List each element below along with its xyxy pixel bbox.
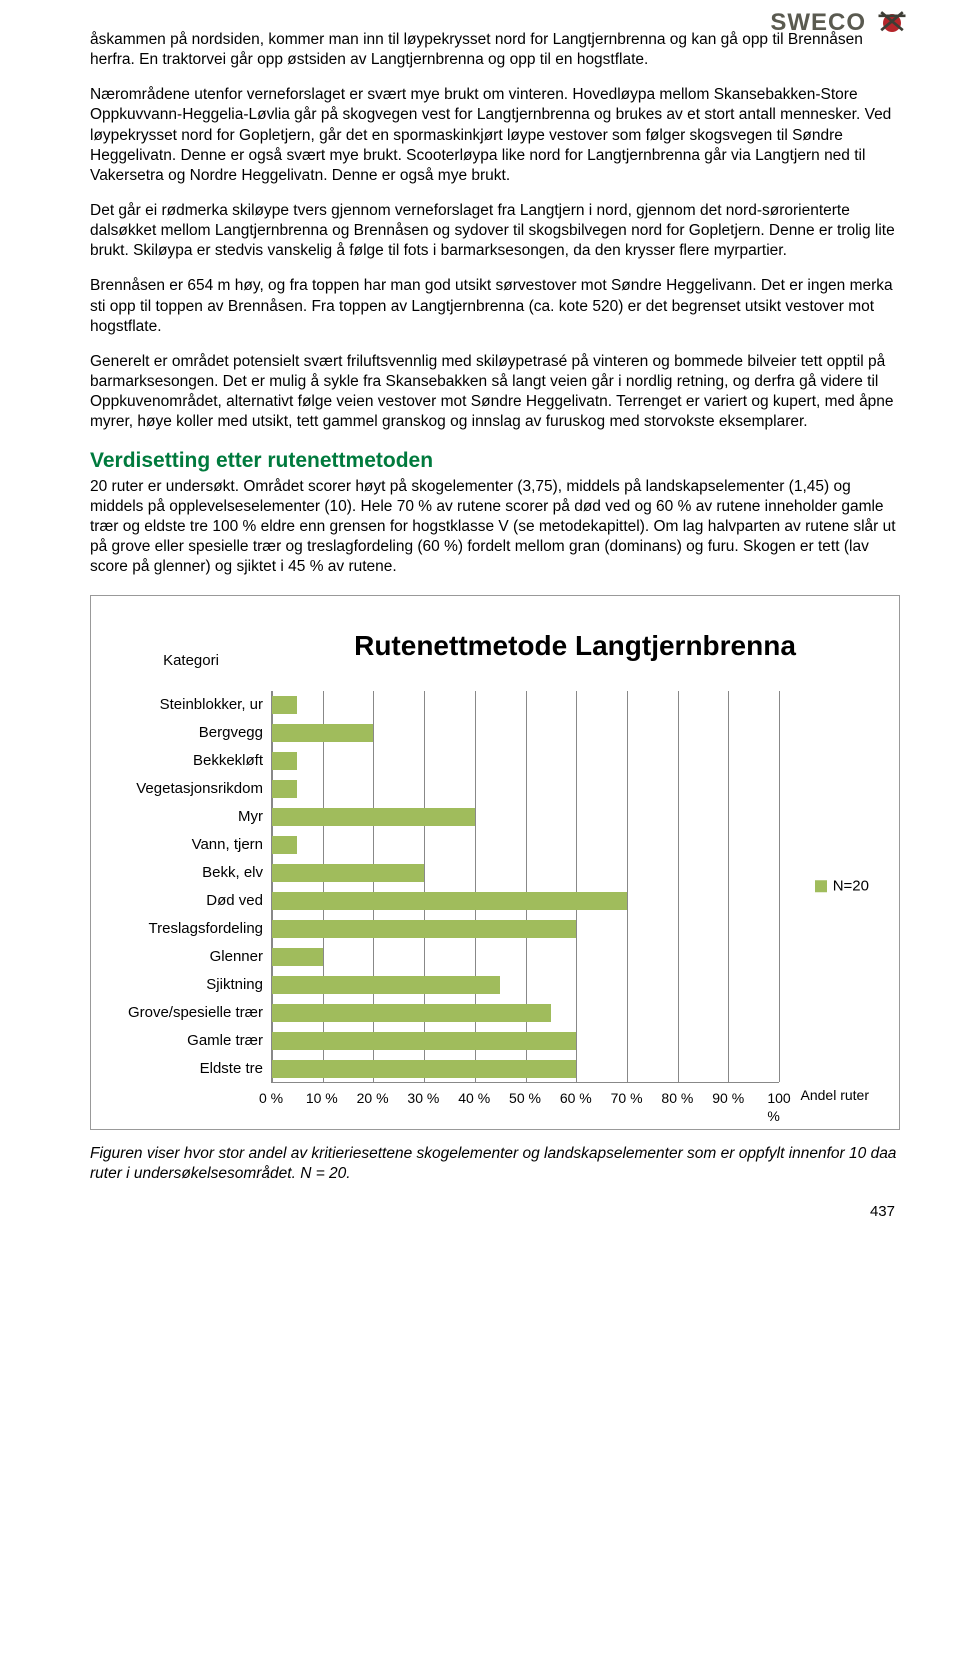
x-tick-label: 70 % (611, 1089, 643, 1107)
gridline (576, 691, 577, 1082)
chart-body: Steinblokker, urBergveggBekkekløftVegeta… (111, 691, 879, 1109)
chart-container: Kategori Rutenettmetode Langtjernbrenna … (90, 595, 900, 1130)
y-axis-title: Kategori (111, 611, 271, 671)
legend-text: N=20 (833, 877, 869, 897)
figure-caption: Figuren viser hvor stor andel av kritier… (90, 1144, 900, 1184)
data-bar (272, 752, 297, 770)
gridline (272, 691, 273, 1082)
x-tick-label: 50 % (509, 1089, 541, 1107)
data-bar (272, 836, 297, 854)
data-bar (272, 1060, 576, 1078)
logo-icon (874, 5, 910, 41)
category-label: Bekkekløft (111, 747, 263, 775)
gridline (323, 691, 324, 1082)
category-label: Bergvegg (111, 719, 263, 747)
x-tick-label: 20 % (357, 1089, 389, 1107)
x-tick-label: 100 % (767, 1089, 790, 1125)
data-bar (272, 724, 373, 742)
document-page: SWECO åskammen på nordsiden, kommer man … (0, 0, 960, 1242)
chart-header: Kategori Rutenettmetode Langtjernbrenna (111, 611, 879, 671)
category-label: Myr (111, 803, 263, 831)
gridline (678, 691, 679, 1082)
gridline (475, 691, 476, 1082)
gridline (373, 691, 374, 1082)
category-label: Eldste tre (111, 1055, 263, 1083)
category-label: Sjiktning (111, 971, 263, 999)
data-bar (272, 696, 297, 714)
legend-swatch (815, 880, 827, 892)
paragraph-2: Nærområdene utenfor verneforslaget er sv… (90, 85, 900, 186)
x-tick-label: 80 % (661, 1089, 693, 1107)
category-label: Bekk, elv (111, 859, 263, 887)
chart-title: Rutenettmetode Langtjernbrenna (271, 618, 879, 664)
category-label: Treslagsfordeling (111, 915, 263, 943)
category-label: Steinblokker, ur (111, 691, 263, 719)
section-title: Verdisetting etter rutenettmetoden (90, 447, 900, 474)
section-body: 20 ruter er undersøkt. Området scorer hø… (90, 477, 900, 578)
gridline (424, 691, 425, 1082)
x-axis-title: Andel ruter (801, 1086, 869, 1104)
chart-legend: N=20 (815, 877, 869, 897)
x-tick-label: 10 % (306, 1089, 338, 1107)
paragraph-4: Brennåsen er 654 m høy, og fra toppen ha… (90, 276, 900, 336)
x-tick-label: 30 % (407, 1089, 439, 1107)
x-tick-label: 0 % (259, 1089, 283, 1107)
data-bar (272, 864, 424, 882)
gridline (526, 691, 527, 1082)
category-label: Vann, tjern (111, 831, 263, 859)
x-tick-label: 90 % (712, 1089, 744, 1107)
category-label: Død ved (111, 887, 263, 915)
paragraph-5: Generelt er området potensielt svært fri… (90, 352, 900, 433)
company-logo: SWECO (770, 5, 910, 41)
data-bar (272, 1004, 551, 1022)
data-bar (272, 808, 475, 826)
x-axis-labels: 0 %10 %20 %30 %40 %50 %60 %70 %80 %90 %1… (271, 1089, 779, 1109)
page-number: 437 (90, 1202, 900, 1222)
plot-area: N=20 Andel ruter 0 %10 %20 %30 %40 %50 %… (271, 691, 779, 1109)
y-axis-labels: Steinblokker, urBergveggBekkekløftVegeta… (111, 691, 271, 1083)
x-tick-label: 40 % (458, 1089, 490, 1107)
chart-grid: N=20 Andel ruter (271, 691, 779, 1083)
data-bar (272, 948, 323, 966)
category-label: Vegetasjonsrikdom (111, 775, 263, 803)
category-label: Glenner (111, 943, 263, 971)
category-label: Grove/spesielle trær (111, 999, 263, 1027)
gridline (779, 691, 780, 1082)
logo-text: SWECO (770, 7, 866, 38)
data-bar (272, 1032, 576, 1050)
x-tick-label: 60 % (560, 1089, 592, 1107)
data-bar (272, 920, 576, 938)
category-label: Gamle trær (111, 1027, 263, 1055)
data-bar (272, 780, 297, 798)
data-bar (272, 892, 627, 910)
data-bar (272, 976, 500, 994)
gridline (627, 691, 628, 1082)
paragraph-3: Det går ei rødmerka skiløype tvers gjenn… (90, 201, 900, 261)
gridline (728, 691, 729, 1082)
